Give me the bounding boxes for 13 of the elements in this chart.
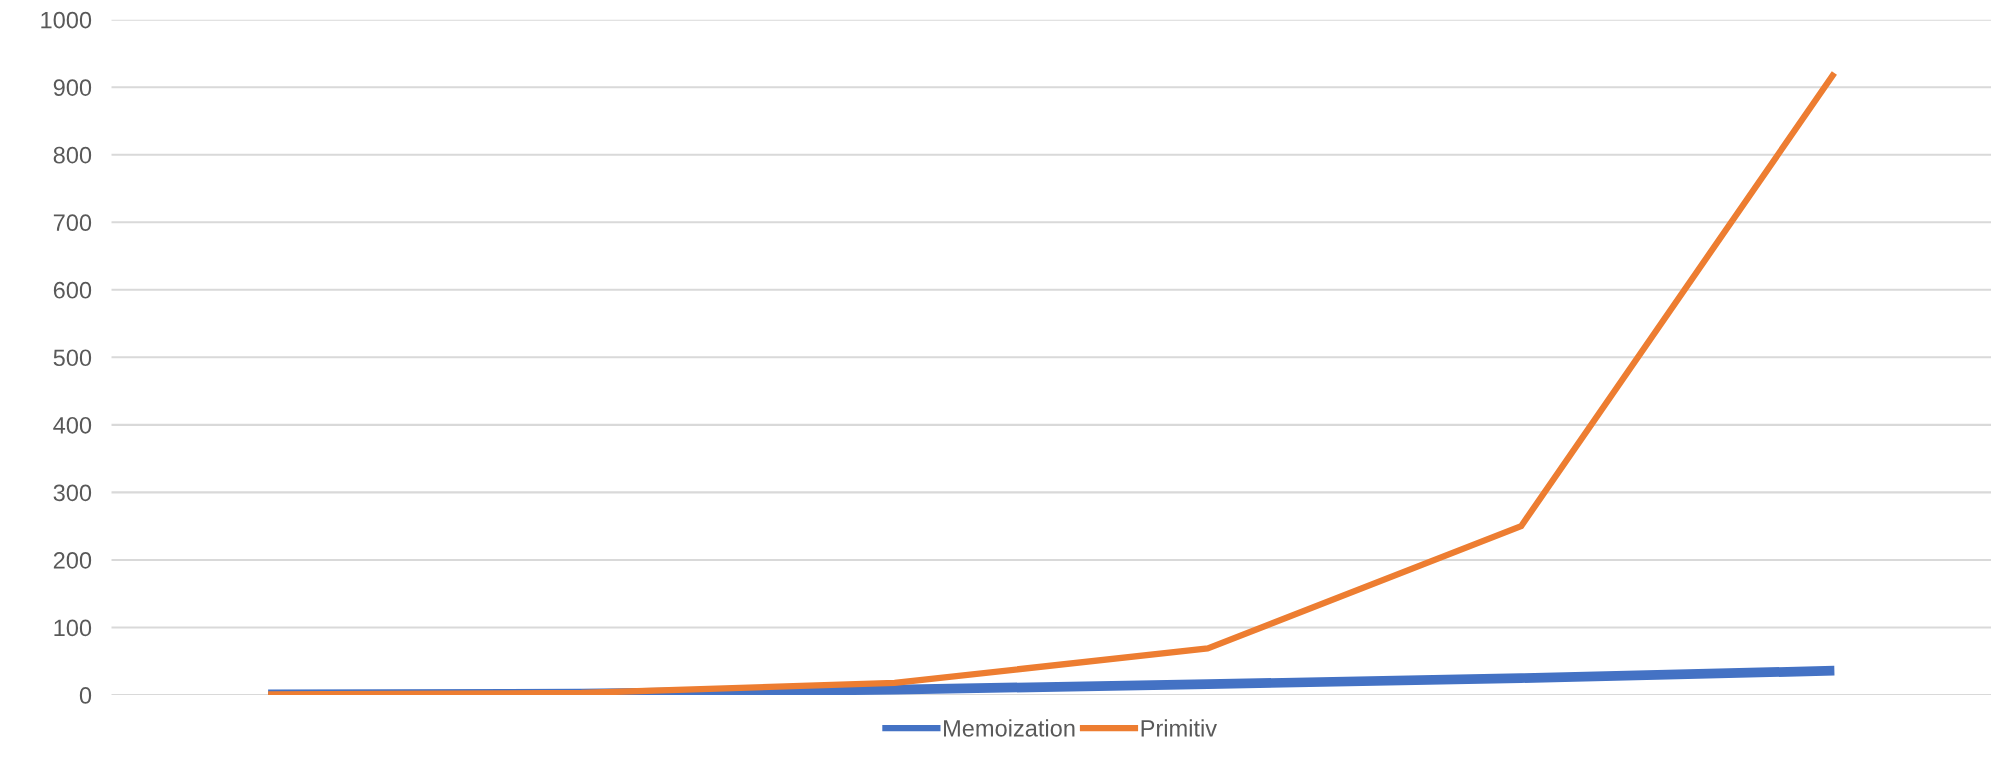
- y-tick-label: 900: [53, 79, 92, 96]
- y-tick-label: 700: [53, 214, 92, 232]
- y-tick-label: 1000: [41, 11, 92, 29]
- y-tick-label: 500: [53, 349, 92, 367]
- y-tick-label: 200: [53, 552, 92, 569]
- legend-label: Primitiv: [1141, 719, 1217, 737]
- y-tick-label: 0: [79, 687, 92, 704]
- y-tick-label: 300: [53, 484, 92, 502]
- y-tick-label: 600: [53, 281, 92, 299]
- y-tick-label: 400: [53, 416, 92, 434]
- legend-label: Memoization: [944, 719, 1075, 737]
- y-tick-label: 800: [53, 146, 92, 164]
- y-tick-label: 100: [54, 619, 92, 637]
